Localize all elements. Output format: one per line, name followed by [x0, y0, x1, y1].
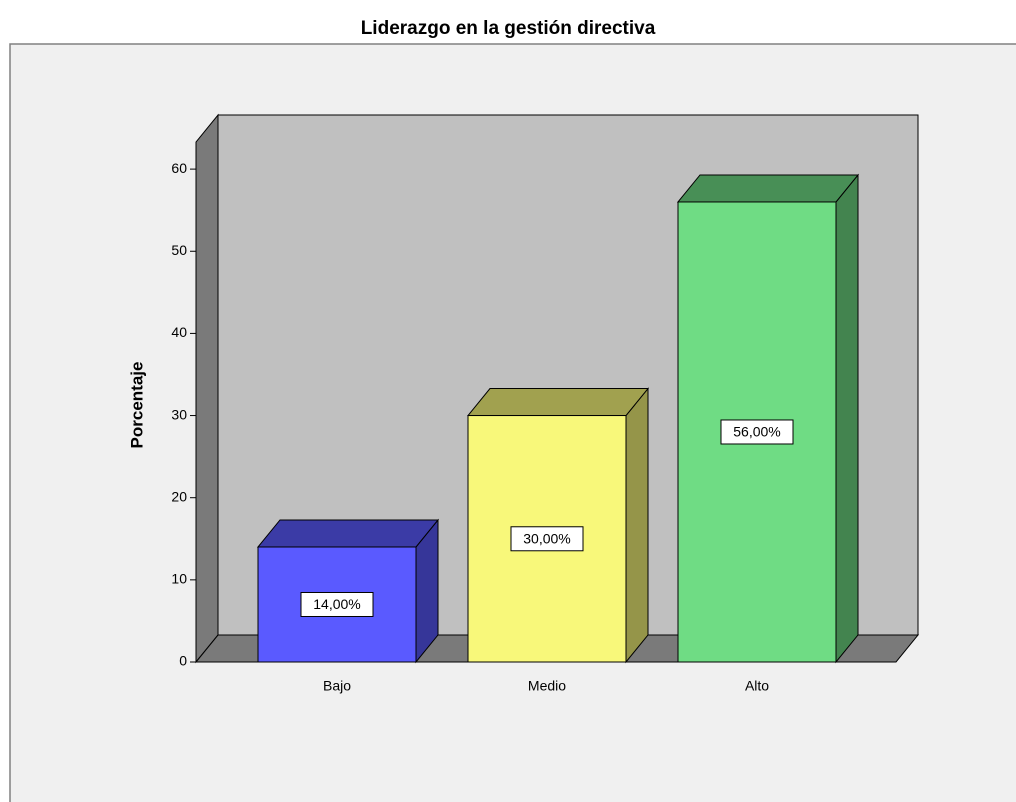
y-tick-label: 20 [171, 488, 187, 504]
value-label-box [720, 419, 794, 445]
x-tick-label: Medio [528, 678, 566, 694]
side-wall [195, 113, 219, 664]
bar-side [625, 387, 649, 664]
y-tick-label: 40 [171, 324, 187, 340]
y-tick-label: 0 [179, 653, 187, 669]
y-axis-label: Porcentaje [127, 362, 146, 449]
value-label: 56,00% [733, 424, 780, 440]
bar-top [676, 174, 860, 203]
x-tick-label: Bajo [323, 678, 351, 694]
y-tick-label: 10 [171, 571, 187, 587]
y-tick-label: 30 [171, 406, 187, 422]
chart-title: Liderazgo en la gestión directiva [361, 18, 656, 39]
value-label: 30,00% [523, 530, 570, 546]
value-label-box [300, 591, 374, 617]
y-tick-label: 50 [171, 242, 187, 258]
bar-side [835, 173, 859, 664]
bar-top [466, 388, 650, 417]
value-label-box [510, 526, 584, 552]
bar-top [256, 519, 440, 548]
value-label: 14,00% [313, 596, 360, 612]
x-tick-label: Alto [745, 678, 769, 694]
y-tick-label: 60 [171, 160, 187, 176]
